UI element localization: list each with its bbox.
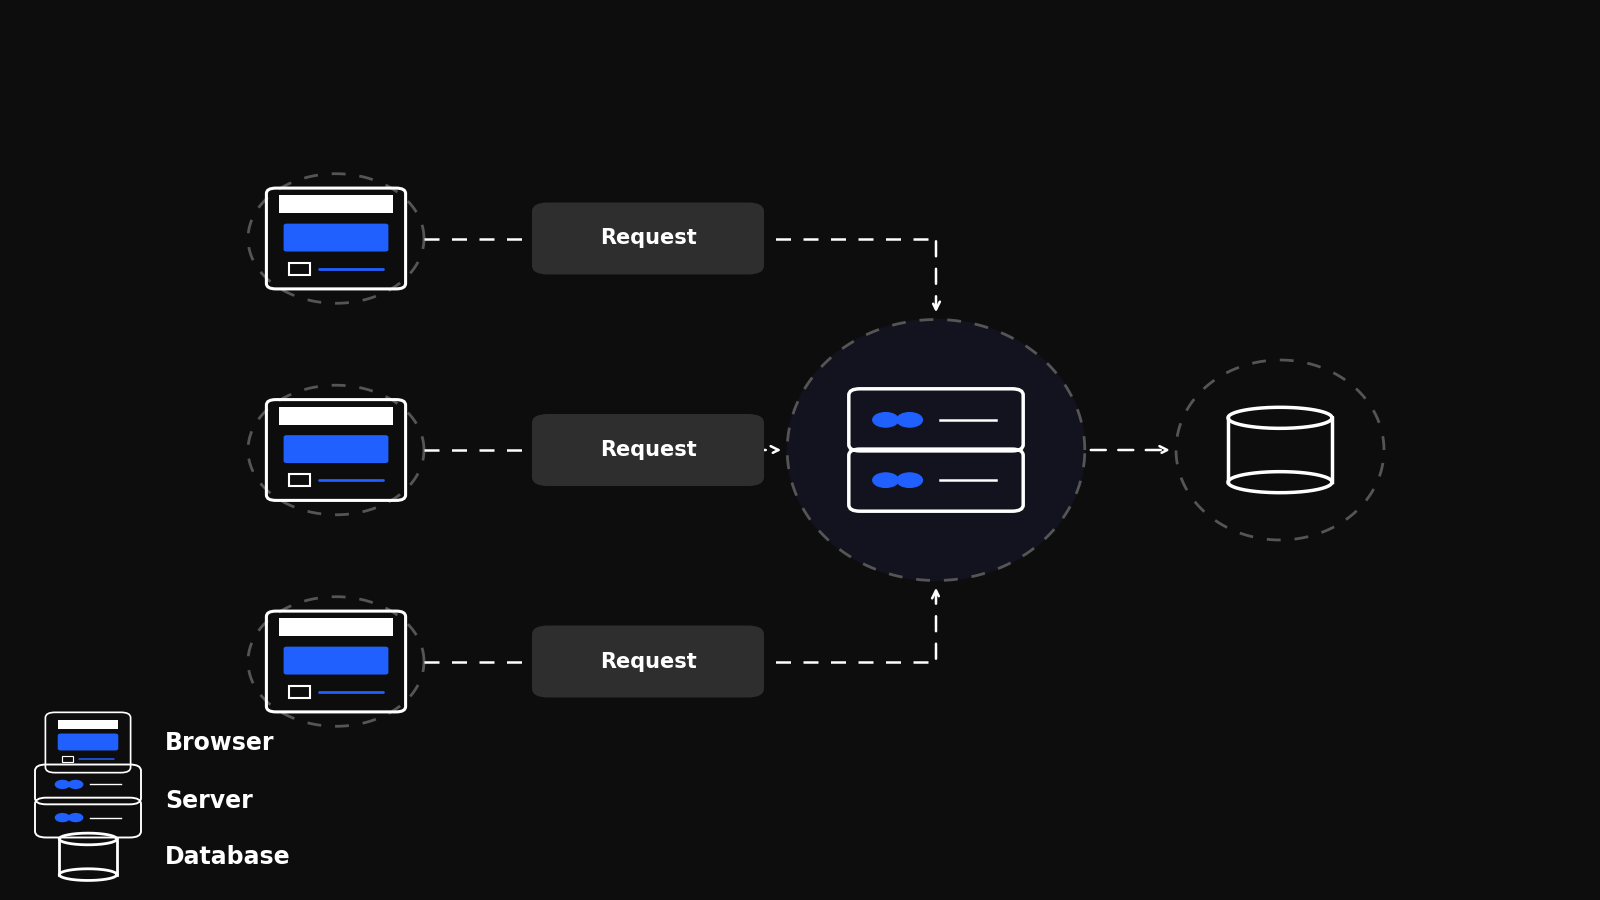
FancyBboxPatch shape [531,626,765,698]
Circle shape [874,473,899,488]
Circle shape [56,780,69,788]
Circle shape [898,412,922,427]
FancyBboxPatch shape [278,195,394,213]
Circle shape [874,412,899,427]
FancyBboxPatch shape [283,223,389,238]
Circle shape [898,473,922,488]
FancyBboxPatch shape [531,202,765,274]
Text: Request: Request [600,440,696,460]
FancyBboxPatch shape [283,659,389,675]
Circle shape [56,814,69,822]
Circle shape [69,780,83,788]
FancyBboxPatch shape [283,236,389,251]
Circle shape [69,814,83,822]
FancyBboxPatch shape [58,741,118,751]
FancyBboxPatch shape [531,414,765,486]
FancyBboxPatch shape [278,407,394,425]
Text: Server: Server [165,789,253,813]
FancyBboxPatch shape [283,448,389,463]
Text: Browser: Browser [165,731,274,754]
FancyBboxPatch shape [58,734,118,743]
Text: Database: Database [165,845,291,868]
FancyBboxPatch shape [278,618,394,636]
FancyBboxPatch shape [283,646,389,662]
Text: Request: Request [600,652,696,671]
FancyBboxPatch shape [58,720,118,729]
Text: Request: Request [600,229,696,248]
Polygon shape [787,320,1085,580]
FancyBboxPatch shape [283,435,389,450]
